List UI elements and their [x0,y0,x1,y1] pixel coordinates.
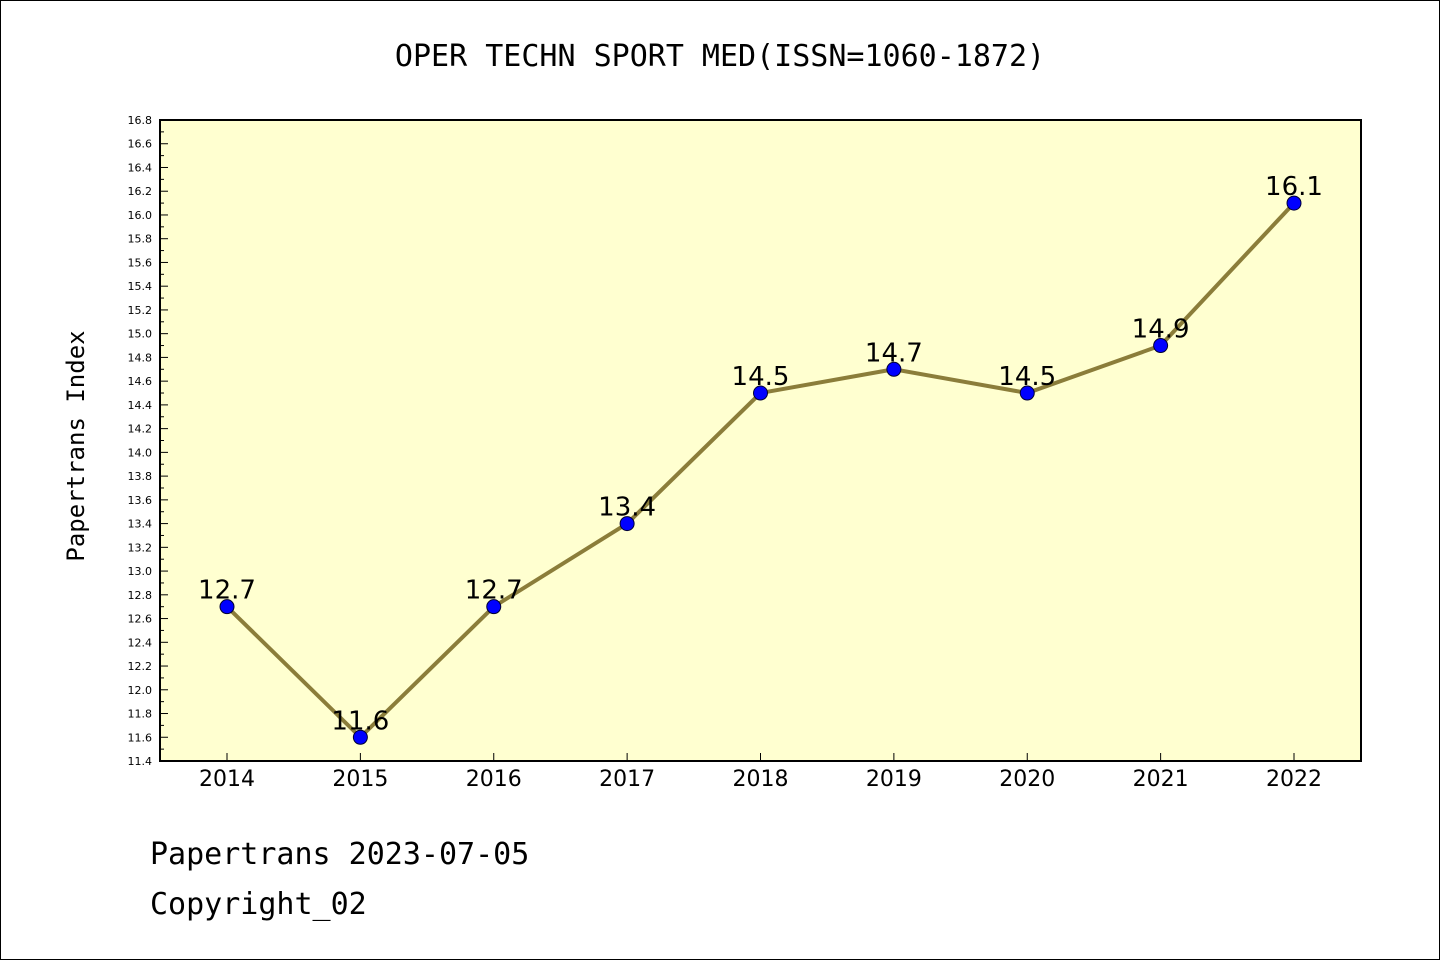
y-tick-label: 16.0 [128,209,153,222]
y-tick-label: 14.2 [128,423,153,436]
y-tick-label: 16.8 [128,114,153,127]
y-tick-label: 15.4 [128,280,153,293]
y-tick-label: 16.2 [128,185,153,198]
footer-copyright: Copyright_02 [150,887,367,922]
y-tick-label: 11.4 [128,755,153,768]
data-label: 14.7 [865,338,923,368]
data-label: 12.7 [198,576,256,606]
plot-area [160,120,1361,761]
y-tick-label: 12.2 [128,660,153,673]
y-tick-label: 13.6 [128,494,153,507]
data-point [1153,338,1169,354]
data-point [486,599,502,615]
data-point [352,729,368,745]
y-tick-label: 13.2 [128,541,153,554]
y-axis: 11.4 11.6 11.8 12.0 12.2 12.4 12.6 12.8 13.0 13.2… [128,114,168,768]
data-label: 14.5 [732,362,790,392]
y-tick-label: 11.8 [128,708,153,721]
y-tick-label: 15.6 [128,256,153,269]
series-markers [219,195,1302,745]
y-tick-label: 13.0 [128,565,153,578]
y-tick-label: 12.0 [128,684,153,697]
x-tick-label: 2016 [466,767,522,792]
y-tick-label: 14.8 [128,351,153,364]
x-tick-label: 2017 [599,767,655,792]
data-label: 14.5 [998,362,1056,392]
data-point [886,361,902,377]
data-label: 16.1 [1265,172,1323,202]
footer-date: Papertrans 2023-07-05 [150,837,529,872]
x-tick-label: 2021 [1133,767,1189,792]
data-point [1019,385,1035,401]
y-axis-label: Papertrans Index [62,330,90,561]
y-tick-label: 14.6 [128,375,153,388]
y-tick-label: 12.8 [128,589,153,602]
y-tick-label: 14.0 [128,446,153,459]
data-label: 14.9 [1132,315,1190,345]
data-point [219,599,235,615]
y-tick-label: 15.0 [128,328,153,341]
y-tick-label: 12.4 [128,636,153,649]
data-label: 11.6 [331,706,389,736]
y-tick-label: 14.4 [128,399,153,412]
x-tick-label: 2014 [199,767,255,792]
y-tick-label: 13.8 [128,470,153,483]
x-tick-label: 2015 [332,767,388,792]
y-tick-label: 15.8 [128,233,153,246]
y-tick-label: 12.6 [128,613,153,626]
chart-title: OPER TECHN SPORT MED(ISSN=1060-1872) [395,39,1045,74]
y-tick-label: 11.6 [128,731,153,744]
y-tick-label: 13.4 [128,518,153,531]
x-tick-label: 2020 [999,767,1055,792]
plot-border [159,119,1362,762]
y-tick-label: 15.2 [128,304,153,317]
data-labels: 12.7 11.6 12.7 13.4 14.5 14.7 14.5 14.9 16.1 [198,172,1323,736]
data-point [619,516,635,532]
data-point [1286,195,1302,211]
x-tick-label: 2019 [866,767,922,792]
y-tick-label: 16.6 [128,138,153,151]
data-point [753,385,768,401]
x-tick-label: 2018 [733,767,789,792]
data-label: 13.4 [598,493,656,523]
x-tick-label: 2022 [1266,767,1322,792]
y-tick-label: 16.4 [128,161,153,174]
x-axis: 2014 2015 2016 2017 2018 2019 2020 2021 2022 [199,753,1322,792]
data-label: 12.7 [465,576,523,606]
